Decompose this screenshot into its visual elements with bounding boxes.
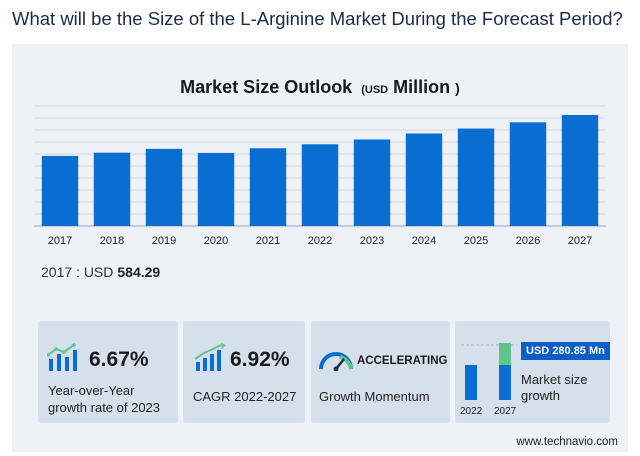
chart-title: Market Size Outlook (USD Million ) xyxy=(12,77,628,98)
base-year-label: 2017 : USD xyxy=(41,264,114,280)
stat-momentum: ACCELERATING Growth Momentum xyxy=(311,321,450,423)
yoy-label-line1: Year-over-Year xyxy=(48,383,135,398)
bar-2026 xyxy=(509,122,547,226)
x-tick-2017: 2017 xyxy=(48,235,72,247)
bar-2018 xyxy=(93,152,131,226)
x-tick-2021: 2021 xyxy=(256,235,280,247)
mini-bar-end xyxy=(499,365,511,400)
cagr-value: 6.92% xyxy=(230,348,290,371)
chart-unit-name: Million xyxy=(393,77,451,97)
mini-bar-growth xyxy=(499,343,511,365)
chart-title-text: Market Size Outlook xyxy=(180,77,353,97)
bar-2027 xyxy=(561,115,599,226)
base-year-amount: 584.29 xyxy=(117,264,161,280)
stat-yoy: 6.67% Year-over-Year growth rate of 2023 xyxy=(38,321,178,423)
x-tick-2019: 2019 xyxy=(152,235,176,247)
cagr-chart-icon xyxy=(194,343,226,371)
x-tick-2024: 2024 xyxy=(412,235,436,247)
chart-unit: USD xyxy=(364,84,389,96)
momentum-label: Growth Momentum xyxy=(319,389,430,404)
momentum-value: ACCELERATING xyxy=(357,355,448,367)
bar-2020 xyxy=(197,152,235,226)
growth-label-line2: growth xyxy=(521,388,561,403)
x-tick-2025: 2025 xyxy=(464,235,488,247)
bar-2022 xyxy=(301,144,339,226)
bar-2023 xyxy=(353,139,391,226)
chart-unit-open: ( xyxy=(361,84,365,96)
page-heading: What will be the Size of the L-Arginine … xyxy=(12,8,623,29)
mini-year-end: 2027 xyxy=(494,406,517,417)
bar-2025 xyxy=(457,128,495,226)
growth-label-line1: Market size xyxy=(521,372,588,387)
speedometer-icon xyxy=(319,352,353,371)
bar-2021 xyxy=(249,148,287,226)
infographic-card: 2017 2018 2019 2020 2021 2022 2023 2024 2025 2026… xyxy=(12,44,628,452)
mini-year-start: 2022 xyxy=(460,406,483,417)
x-tick-2022: 2022 xyxy=(308,235,332,247)
bar-chart: 2017 2018 2019 2020 2021 2022 2023 2024 2025 2026… xyxy=(34,105,606,247)
x-tick-2026: 2026 xyxy=(516,235,540,247)
base-year-value: 2017 : USD 584.29 xyxy=(41,264,160,280)
bar-2019 xyxy=(145,148,183,226)
x-tick-2027: 2027 xyxy=(568,235,592,247)
yoy-label-line2: growth rate of 2023 xyxy=(48,400,161,415)
chart-unit-close: ) xyxy=(455,80,460,96)
x-tick-2020: 2020 xyxy=(204,235,228,247)
growth-badge: USD 280.85 Mn xyxy=(521,342,610,360)
mini-bar-start xyxy=(465,365,477,400)
source-footer: www.technavio.com xyxy=(516,436,618,448)
growth-bars-icon xyxy=(47,343,77,371)
x-tick-2018: 2018 xyxy=(100,235,124,247)
bar-2017 xyxy=(41,155,79,226)
bar-2024 xyxy=(405,133,443,226)
yoy-value: 6.67% xyxy=(89,348,149,371)
x-tick-2023: 2023 xyxy=(360,235,384,247)
stat-market-growth: 2022 2027 USD 280.85 Mn Market size grow… xyxy=(455,321,610,423)
growth-mini-chart xyxy=(461,343,517,400)
stat-cagr: 6.92% CAGR 2022-2027 xyxy=(183,321,305,423)
cagr-label: CAGR 2022-2027 xyxy=(193,389,297,404)
